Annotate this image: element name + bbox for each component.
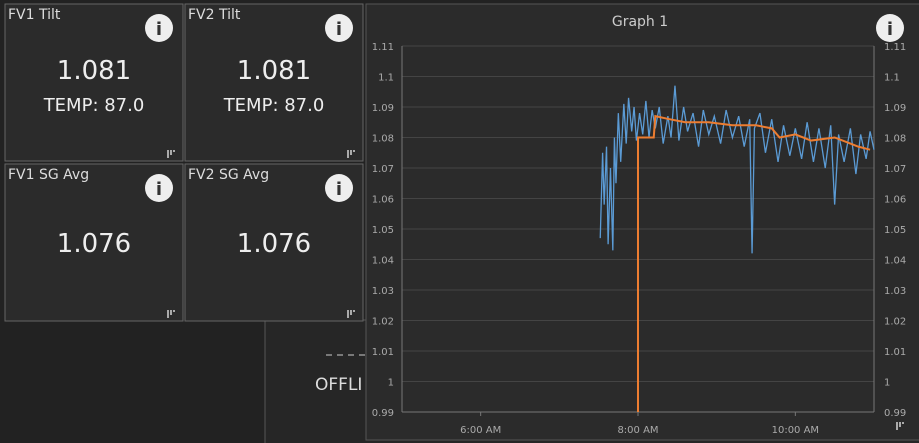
resize-grip xyxy=(173,310,175,312)
resize-grip xyxy=(167,310,169,318)
tile-value: 1.081 xyxy=(57,56,131,86)
y-tick-label: 1 xyxy=(388,378,394,389)
x-tick-label: 8:00 AM xyxy=(617,425,658,436)
resize-grip xyxy=(173,150,175,152)
resize-grip xyxy=(350,150,352,155)
y-tick-label: 1.06 xyxy=(372,195,394,206)
y-tick-label-right: 1.05 xyxy=(884,225,906,236)
y-tick-label: 1.03 xyxy=(372,286,394,297)
x-tick-label: 10:00 AM xyxy=(772,425,819,436)
info-icon[interactable] xyxy=(876,14,904,42)
resize-grip xyxy=(899,422,901,427)
resize-grip xyxy=(353,150,355,152)
y-tick-label: 1.09 xyxy=(372,103,394,114)
resize-grip xyxy=(896,422,898,430)
tile-detail: TEMP: 87.0 xyxy=(223,95,325,116)
y-tick-label: 1.01 xyxy=(372,347,394,358)
y-tick-label: 1.05 xyxy=(372,225,394,236)
tile-title: FV2 SG Avg xyxy=(188,167,269,183)
chart-title: Graph 1 xyxy=(612,14,668,30)
y-tick-label: 1.02 xyxy=(372,317,394,328)
resize-grip xyxy=(347,310,349,318)
series-line xyxy=(599,85,875,254)
resize-grip xyxy=(347,150,349,158)
tile-title: FV1 Tilt xyxy=(8,7,61,23)
series-line xyxy=(637,114,871,412)
y-tick-label-right: 1.04 xyxy=(884,256,906,267)
resize-grip xyxy=(350,310,352,315)
info-icon[interactable] xyxy=(325,174,353,202)
tile-value: 1.076 xyxy=(237,229,311,259)
info-glyph: i xyxy=(336,179,342,200)
y-tick-label-right: 1.11 xyxy=(884,42,906,53)
y-tick-label: 1.04 xyxy=(372,256,394,267)
y-tick-label-right: 1.02 xyxy=(884,317,906,328)
y-tick-label: 1.1 xyxy=(378,73,394,84)
y-tick-label: 0.99 xyxy=(372,408,394,419)
y-tick-label-right: 1.08 xyxy=(884,134,906,145)
info-icon[interactable] xyxy=(145,14,173,42)
info-icon[interactable] xyxy=(145,174,173,202)
y-tick-label-right: 1 xyxy=(884,378,890,389)
tile-value: 1.081 xyxy=(237,56,311,86)
y-tick-label-right: 1.09 xyxy=(884,103,906,114)
y-tick-label-right: 0.99 xyxy=(884,408,906,419)
graph-panel xyxy=(365,3,919,441)
resize-grip xyxy=(902,422,904,424)
status-text: OFFLI xyxy=(315,375,362,395)
resize-grip xyxy=(353,310,355,312)
info-glyph: i xyxy=(156,179,162,200)
info-glyph: i xyxy=(336,19,342,40)
y-tick-label-right: 1.07 xyxy=(884,164,906,175)
graph-widget: Graph 1 i 0.99 0.99 1 1 1.01 1.01 1.02 1.02 1.03… xyxy=(365,3,919,441)
tile-value: 1.076 xyxy=(57,229,131,259)
y-tick-label-right: 1.1 xyxy=(884,73,900,84)
tile-title: FV2 Tilt xyxy=(188,7,241,23)
y-tick-label-right: 1.06 xyxy=(884,195,906,206)
y-tick-label-right: 1.03 xyxy=(884,286,906,297)
info-icon[interactable] xyxy=(325,14,353,42)
y-tick-label-right: 1.01 xyxy=(884,347,906,358)
x-tick-label: 6:00 AM xyxy=(460,425,501,436)
resize-grip xyxy=(167,150,169,158)
resize-grip xyxy=(170,150,172,155)
tiles: FV1 Tilt i 1.081 TEMP: 87.0 FV2 Tilt i 1.081 TE… xyxy=(4,3,364,322)
info-glyph: i xyxy=(156,19,162,40)
y-tick-label: 1.08 xyxy=(372,134,394,145)
y-tick-label: 1.07 xyxy=(372,164,394,175)
resize-grip xyxy=(170,310,172,315)
info-glyph: i xyxy=(887,19,893,40)
tile-detail: TEMP: 87.0 xyxy=(43,95,145,116)
y-tick-label: 1.11 xyxy=(372,42,394,53)
tile-title: FV1 SG Avg xyxy=(8,167,89,183)
